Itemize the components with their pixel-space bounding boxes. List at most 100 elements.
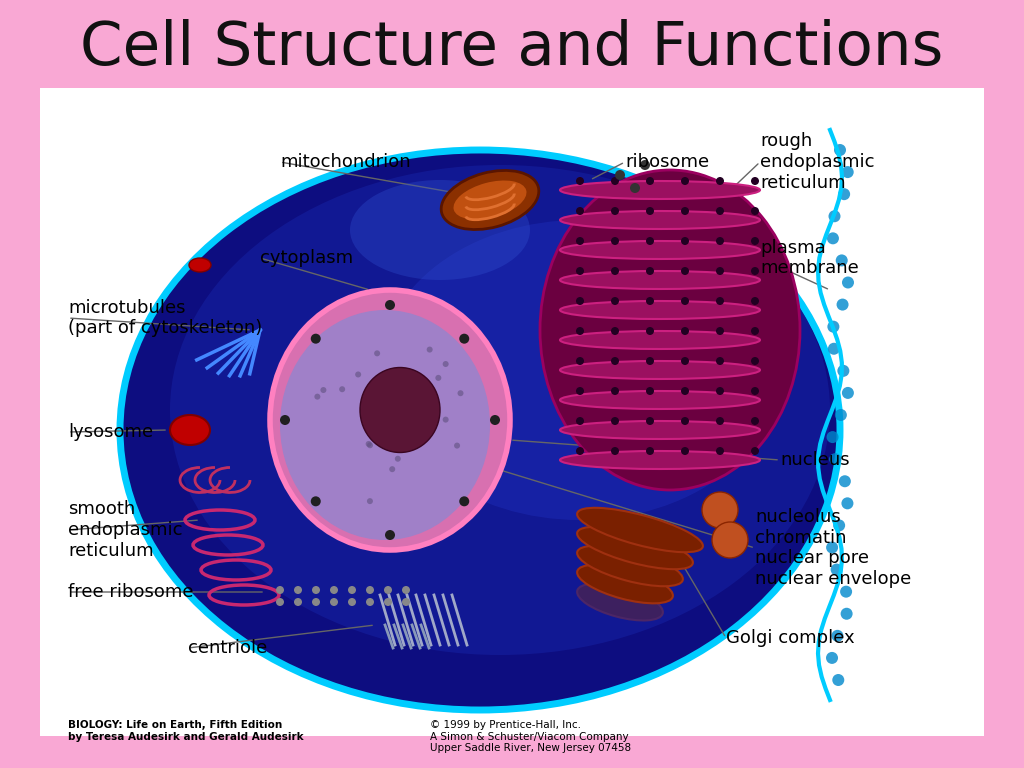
Circle shape (366, 586, 374, 594)
Circle shape (380, 382, 386, 389)
Circle shape (442, 361, 449, 367)
Circle shape (646, 417, 654, 425)
Circle shape (418, 431, 423, 437)
Circle shape (834, 144, 846, 156)
Circle shape (646, 357, 654, 365)
Circle shape (827, 233, 839, 244)
Ellipse shape (380, 220, 780, 520)
Circle shape (829, 453, 841, 465)
Circle shape (828, 343, 840, 355)
Circle shape (751, 357, 759, 365)
Circle shape (702, 492, 738, 528)
Circle shape (374, 350, 380, 356)
Circle shape (828, 210, 841, 222)
Circle shape (375, 395, 381, 401)
Circle shape (330, 598, 338, 606)
Ellipse shape (560, 451, 760, 469)
Circle shape (611, 387, 618, 395)
Circle shape (575, 327, 584, 335)
Circle shape (276, 586, 284, 594)
Circle shape (330, 586, 338, 594)
Circle shape (646, 267, 654, 275)
Text: ribosome: ribosome (625, 153, 710, 171)
Ellipse shape (578, 527, 693, 569)
Ellipse shape (560, 361, 760, 379)
Circle shape (367, 498, 373, 504)
Text: BIOLOGY: Life on Earth, Fifth Edition
by Teresa Audesirk and Gerald Audesirk: BIOLOGY: Life on Earth, Fifth Edition by… (68, 720, 304, 742)
Circle shape (681, 387, 689, 395)
Circle shape (435, 375, 441, 381)
Circle shape (312, 586, 319, 594)
Circle shape (442, 416, 449, 422)
Circle shape (402, 598, 410, 606)
Ellipse shape (560, 391, 760, 409)
Ellipse shape (578, 564, 673, 604)
Circle shape (751, 387, 759, 395)
Circle shape (454, 442, 460, 449)
Circle shape (751, 447, 759, 455)
Circle shape (830, 564, 843, 575)
Circle shape (366, 441, 372, 447)
Circle shape (836, 254, 848, 266)
Circle shape (716, 207, 724, 215)
Circle shape (838, 188, 850, 200)
Circle shape (294, 586, 302, 594)
Circle shape (367, 442, 373, 449)
Text: lysosome: lysosome (68, 423, 154, 441)
Circle shape (276, 598, 284, 606)
Circle shape (389, 466, 395, 472)
Circle shape (427, 346, 433, 353)
Circle shape (826, 541, 838, 554)
Circle shape (835, 409, 847, 421)
Circle shape (712, 522, 748, 558)
Circle shape (716, 417, 724, 425)
Circle shape (751, 237, 759, 245)
Circle shape (314, 394, 321, 399)
Ellipse shape (560, 211, 760, 229)
Circle shape (575, 297, 584, 305)
Circle shape (834, 519, 845, 531)
Circle shape (384, 598, 392, 606)
Ellipse shape (560, 421, 760, 439)
Ellipse shape (170, 165, 830, 655)
Circle shape (838, 365, 849, 377)
Circle shape (575, 357, 584, 365)
Circle shape (575, 417, 584, 425)
Circle shape (575, 237, 584, 245)
Circle shape (611, 357, 618, 365)
Text: Golgi complex: Golgi complex (726, 629, 855, 647)
Circle shape (388, 441, 394, 446)
Circle shape (831, 630, 844, 642)
Circle shape (384, 586, 392, 594)
Circle shape (646, 177, 654, 185)
Text: plasma
membrane: plasma membrane (760, 239, 859, 277)
Circle shape (611, 447, 618, 455)
Circle shape (681, 357, 689, 365)
Circle shape (681, 207, 689, 215)
Circle shape (424, 429, 430, 435)
Ellipse shape (578, 602, 653, 637)
Circle shape (339, 386, 345, 392)
Text: cytoplasm: cytoplasm (260, 249, 353, 267)
Circle shape (681, 447, 689, 455)
Circle shape (681, 327, 689, 335)
Text: microtubules
(part of cytoskeleton): microtubules (part of cytoskeleton) (68, 299, 262, 337)
Circle shape (716, 297, 724, 305)
Circle shape (716, 357, 724, 365)
Circle shape (826, 652, 838, 664)
Circle shape (611, 417, 618, 425)
Circle shape (646, 447, 654, 455)
Circle shape (751, 297, 759, 305)
Circle shape (575, 177, 584, 185)
Text: nucleolus
chromatin
nuclear pore
nuclear envelope: nucleolus chromatin nuclear pore nuclear… (755, 508, 911, 588)
Circle shape (611, 237, 618, 245)
Ellipse shape (560, 301, 760, 319)
Circle shape (646, 387, 654, 395)
Circle shape (459, 496, 469, 506)
Circle shape (841, 607, 853, 620)
Circle shape (751, 267, 759, 275)
Circle shape (490, 415, 500, 425)
Circle shape (611, 267, 618, 275)
Ellipse shape (454, 180, 526, 220)
Circle shape (826, 431, 839, 443)
